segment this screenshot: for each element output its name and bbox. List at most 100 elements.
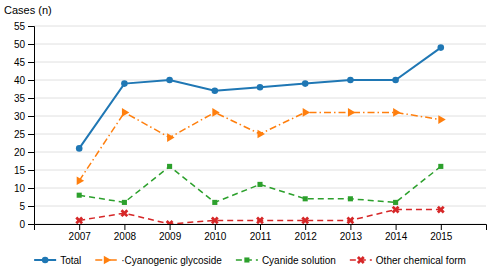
grid-line	[34, 80, 486, 81]
x-tick-mark	[305, 224, 306, 230]
y-tick-mark	[28, 206, 34, 207]
y-axis: 0 5 10 15 20 25 30 35 40 45 50 55	[14, 21, 35, 230]
x-tick-label: 2014	[385, 231, 408, 242]
x-tick: 2011	[250, 224, 272, 242]
x-tick-mark	[441, 224, 442, 230]
y-tick-mark	[28, 62, 34, 63]
y-tick-label: 5	[19, 201, 25, 212]
point-marker	[122, 108, 129, 117]
y-tick-label: 45	[14, 57, 26, 68]
x-tick-label: 2009	[159, 231, 182, 242]
grid-line	[34, 170, 486, 171]
x-tick-mark	[215, 224, 216, 230]
legend-label: Other chemical form	[376, 255, 466, 266]
point-marker	[303, 108, 310, 117]
y-tick: 25	[14, 129, 34, 140]
y-tick: 20	[14, 147, 34, 158]
y-tick-label: 25	[14, 129, 26, 140]
point-marker	[212, 88, 219, 95]
y-tick: 50	[14, 39, 34, 50]
series-line	[79, 48, 441, 149]
y-tick-label: 50	[14, 39, 26, 50]
y-tick-label: 10	[14, 183, 26, 194]
y-tick: 5	[19, 201, 34, 212]
point-marker	[164, 218, 176, 224]
y-tick-mark	[28, 80, 34, 81]
point-marker	[438, 44, 445, 51]
y-tick-label: 55	[14, 21, 26, 32]
x-axis-line	[35, 225, 487, 231]
y-tick-mark	[28, 26, 34, 27]
point-marker	[258, 130, 265, 139]
x-tick-mark	[350, 224, 351, 230]
y-axis-title: Cases (n)	[4, 4, 52, 16]
grid-line	[34, 152, 486, 153]
series-line	[79, 166, 441, 202]
y-tick-mark	[28, 224, 34, 225]
x-tick: 2008	[114, 224, 137, 242]
point-marker	[303, 196, 308, 201]
legend-marker	[42, 257, 49, 264]
legend-marker	[104, 256, 111, 265]
point-marker	[435, 204, 447, 216]
legend-marker	[244, 257, 249, 262]
x-tick-label: 2015	[430, 231, 453, 242]
plot-area	[73, 44, 446, 224]
x-axis: 2007 2008 2009 2010 2011 2012 2013 2014 2015	[35, 224, 487, 242]
point-marker	[438, 164, 443, 169]
x-tick-label: 2010	[204, 231, 227, 242]
x-tick-label: 2012	[295, 231, 318, 242]
series-line	[79, 112, 441, 180]
point-marker	[77, 193, 82, 198]
grid-line	[34, 206, 486, 207]
grid-line	[34, 188, 486, 189]
legend-item: Cyanide solution	[236, 255, 336, 266]
y-tick-mark	[28, 116, 34, 117]
y-tick-mark	[28, 170, 34, 171]
legend: Total·Cyanogenic glycosideCyanide soluti…	[34, 254, 466, 266]
y-tick-label: 0	[19, 219, 25, 230]
x-tick-mark	[79, 224, 80, 230]
point-marker	[76, 145, 83, 152]
point-marker	[166, 77, 173, 84]
point-marker	[348, 108, 355, 117]
grid-line	[34, 44, 486, 45]
y-tick-label: 40	[14, 75, 26, 86]
x-tick-mark	[260, 224, 261, 230]
y-tick: 30	[14, 111, 34, 122]
point-marker	[302, 80, 309, 87]
legend-item: ·Cyanogenic glycoside	[95, 255, 222, 266]
y-tick-label: 15	[14, 165, 26, 176]
point-marker	[257, 84, 264, 91]
x-tick: 2014	[385, 224, 408, 242]
y-tick: 40	[14, 75, 34, 86]
x-tick-label: 2008	[114, 231, 137, 242]
point-marker	[348, 196, 353, 201]
x-tick: 2007	[69, 224, 92, 242]
point-marker	[299, 215, 311, 224]
y-tick: 45	[14, 57, 34, 68]
y-tick-label: 20	[14, 147, 26, 158]
y-tick: 0	[19, 219, 34, 230]
point-marker	[73, 215, 85, 224]
point-marker	[167, 164, 172, 169]
x-tick-label: 2013	[340, 231, 363, 242]
chart: 2007200820092010201120122013201420150510…	[0, 0, 500, 272]
point-marker	[122, 200, 127, 205]
x-tick: 2015	[430, 224, 453, 242]
y-tick-label: 35	[14, 93, 26, 104]
grid-line	[34, 26, 486, 27]
point-marker	[209, 215, 221, 224]
point-marker	[77, 177, 84, 186]
y-tick: 15	[14, 165, 34, 176]
legend-label: Cyanide solution	[262, 255, 336, 266]
point-marker	[345, 215, 357, 224]
y-tick-mark	[28, 98, 34, 99]
point-marker	[347, 77, 354, 84]
y-tick-mark	[28, 134, 34, 135]
x-tick: 2013	[340, 224, 363, 242]
x-tick-mark	[396, 224, 397, 230]
point-marker	[121, 80, 128, 87]
x-tick-mark	[170, 224, 171, 230]
point-marker	[393, 108, 400, 117]
